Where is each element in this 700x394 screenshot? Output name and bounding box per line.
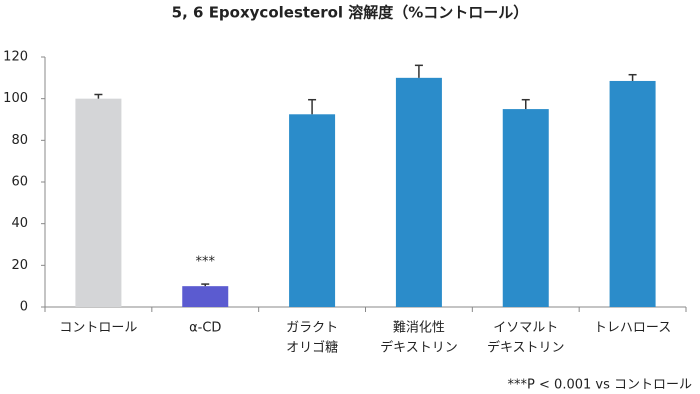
bar <box>182 286 229 307</box>
error-bar <box>94 93 103 99</box>
footnote: ***P < 0.001 vs コントロール <box>508 378 692 393</box>
x-tick-label: デキストリン <box>487 340 565 356</box>
y-tick-label: 60 <box>11 175 28 190</box>
error-bar <box>628 73 637 81</box>
x-tick-label: ガラクト <box>286 321 338 336</box>
bar <box>289 114 336 308</box>
y-tick-label: 40 <box>11 216 28 231</box>
y-tick-label: 80 <box>11 133 28 148</box>
x-tick-label: オリゴ糖 <box>286 340 338 356</box>
x-tick-label: コントロール <box>59 321 137 336</box>
y-tick-label: 20 <box>11 258 28 273</box>
x-tick-label: トレハロース <box>594 321 671 336</box>
x-tick-label: α-CD <box>189 321 221 336</box>
error-bar <box>521 98 530 110</box>
error-bar <box>201 283 210 287</box>
bar <box>609 80 656 307</box>
annotation: *** <box>196 255 216 270</box>
error-bar <box>308 98 317 115</box>
y-tick-label: 0 <box>20 300 28 315</box>
y-tick-label: 100 <box>3 91 28 106</box>
chart-title: 5, 6 Epoxycolesterol 溶解度（%コントロール） <box>172 4 529 22</box>
x-tick-label: デキストリン <box>380 340 458 356</box>
x-tick-label: イソマルト <box>493 321 558 336</box>
error-bar <box>414 64 423 78</box>
bar <box>502 109 549 307</box>
bar <box>395 77 442 307</box>
y-tick-label: 120 <box>3 50 28 65</box>
bar <box>75 98 122 308</box>
x-tick-label: 難消化性 <box>393 321 445 336</box>
